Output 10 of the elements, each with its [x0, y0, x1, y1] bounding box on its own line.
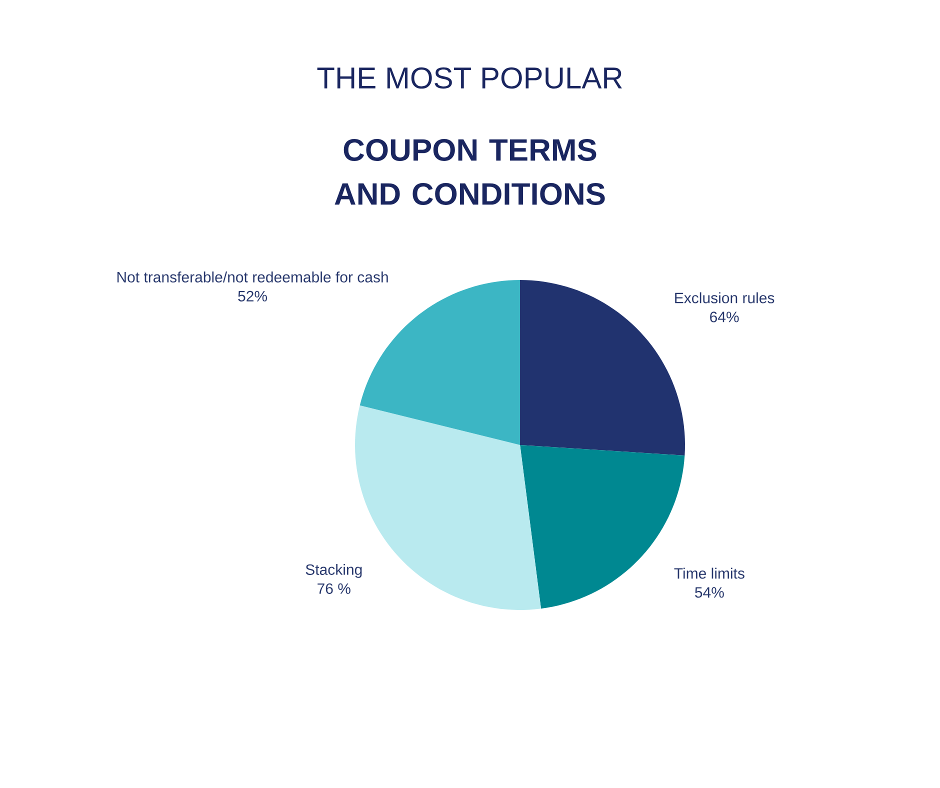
slice-label: Stacking — [306, 564, 362, 578]
data-label: 52% — [238, 290, 268, 302]
data-label: 76 % — [318, 583, 350, 594]
slice-label: Time limits — [674, 568, 744, 579]
chart-subtitle: COUPON TERMS AND CONDITIONS — [334, 139, 605, 205]
data-label: 64% — [710, 312, 739, 322]
slice-label: Exclusion rules — [675, 292, 774, 304]
data-label: 54% — [695, 587, 724, 598]
slice-label: Not transferable/not redeemable for cash — [117, 271, 388, 282]
chart-title: THE MOST POPULAR — [317, 67, 622, 89]
